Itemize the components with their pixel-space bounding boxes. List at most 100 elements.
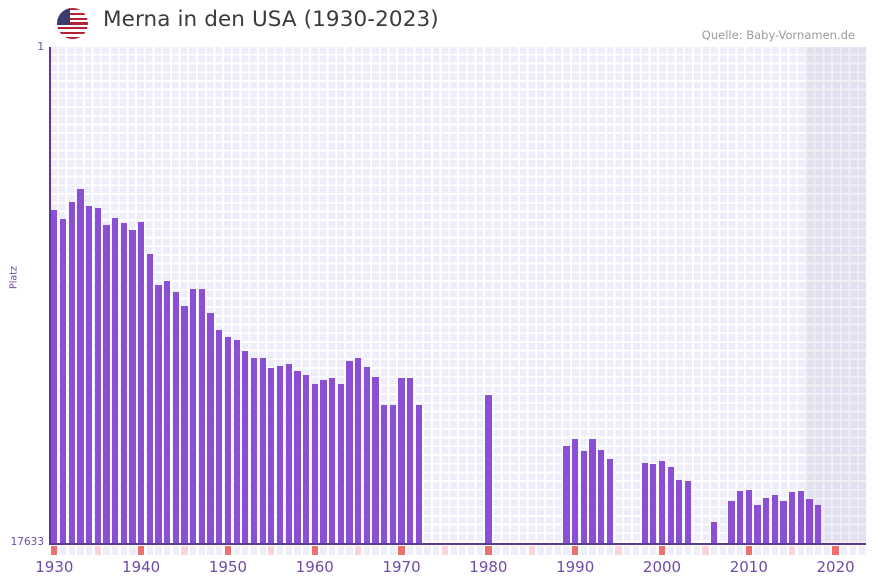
bar-1999 xyxy=(650,464,657,544)
x-axis-label-1970: 1970 xyxy=(382,558,421,576)
x-tick-1990 xyxy=(572,546,579,555)
x-axis-line xyxy=(49,543,866,545)
x-tick-1983 xyxy=(511,546,518,555)
x-tick-2004 xyxy=(693,546,700,555)
x-tick-1946 xyxy=(190,546,197,555)
x-tick-1947 xyxy=(198,546,206,555)
x-tick-1971 xyxy=(407,546,414,555)
x-tick-2007 xyxy=(719,546,726,555)
bar-1965 xyxy=(355,358,362,544)
bar-1966 xyxy=(363,366,370,544)
bar-1967 xyxy=(372,376,379,544)
x-tick-1934 xyxy=(85,546,93,555)
x-axis-label-2010: 2010 xyxy=(729,558,768,576)
bar-1935 xyxy=(94,207,101,544)
x-tick-2020 xyxy=(832,546,839,555)
bar-2012 xyxy=(763,497,770,544)
bar-2000 xyxy=(658,461,666,544)
bar-2014 xyxy=(780,500,787,544)
x-tick-2018 xyxy=(815,546,822,555)
bar-1949 xyxy=(216,330,223,544)
bar-1931 xyxy=(59,218,67,544)
bar-1937 xyxy=(111,217,119,544)
y-axis-title: Platz xyxy=(8,266,20,289)
bar-1954 xyxy=(259,358,266,544)
bar-2002 xyxy=(676,479,683,544)
bar-series xyxy=(50,47,866,544)
x-tick-2015 xyxy=(789,546,796,555)
x-tick-2005 xyxy=(702,546,709,555)
bar-1969 xyxy=(389,404,397,544)
bar-1964 xyxy=(346,361,353,544)
bar-1941 xyxy=(146,254,153,544)
x-tick-2017 xyxy=(806,546,813,555)
bar-2009 xyxy=(737,490,744,544)
x-tick-1995 xyxy=(615,546,622,555)
bar-1953 xyxy=(250,358,258,544)
x-tick-2000 xyxy=(658,546,666,555)
shaded-future-band xyxy=(805,47,866,544)
bar-2008 xyxy=(728,500,735,544)
x-tick-1955 xyxy=(268,546,275,555)
x-tick-2010 xyxy=(745,546,752,555)
bar-1992 xyxy=(589,438,596,544)
bar-1963 xyxy=(337,383,344,544)
y-axis-bottom-tick-label: 17633 xyxy=(10,536,44,548)
bar-1946 xyxy=(190,289,197,544)
bar-1957 xyxy=(285,364,292,544)
bar-1959 xyxy=(302,375,310,544)
x-tick-1935 xyxy=(94,546,101,555)
bar-1940 xyxy=(138,221,145,544)
x-tick-1963 xyxy=(337,546,344,555)
x-tick-1932 xyxy=(68,546,75,555)
bar-1961 xyxy=(320,379,327,544)
bar-1945 xyxy=(181,306,188,544)
bar-2003 xyxy=(684,481,692,544)
x-tick-1978 xyxy=(467,546,475,555)
x-tick-1996 xyxy=(624,546,631,555)
x-tick-1975 xyxy=(441,546,449,555)
x-tick-1987 xyxy=(546,546,553,555)
x-tick-2016 xyxy=(797,546,805,555)
x-axis-tick-labels: 1930 1940 1950 1960 1970 1980 1990 2000 2010 2020 xyxy=(0,558,873,583)
x-tick-1985 xyxy=(528,546,535,555)
x-tick-1981 xyxy=(493,546,501,555)
x-tick-1956 xyxy=(276,546,284,555)
x-tick-1993 xyxy=(598,546,605,555)
x-tick-2011 xyxy=(754,546,761,555)
x-tick-2001 xyxy=(667,546,674,555)
bar-1991 xyxy=(580,451,587,544)
x-tick-1974 xyxy=(433,546,440,555)
bar-1934 xyxy=(85,206,93,544)
bar-1938 xyxy=(120,223,127,544)
bar-1971 xyxy=(407,378,414,544)
x-tick-1994 xyxy=(606,546,614,555)
x-tick-1936 xyxy=(103,546,110,555)
bar-1947 xyxy=(198,289,206,544)
x-tick-1952 xyxy=(242,546,249,555)
x-tick-1997 xyxy=(632,546,640,555)
x-tick-1980 xyxy=(485,546,492,555)
x-tick-2022 xyxy=(849,546,857,555)
x-tick-1989 xyxy=(563,546,570,555)
x-tick-1941 xyxy=(146,546,153,555)
x-tick-1938 xyxy=(120,546,127,555)
page-title: Merna in den USA (1930-2023) xyxy=(103,7,439,32)
x-tick-1945 xyxy=(181,546,188,555)
x-tick-1939 xyxy=(129,546,136,555)
bar-1944 xyxy=(172,292,179,544)
x-axis-label-1940: 1940 xyxy=(122,558,161,576)
bar-1989 xyxy=(563,445,570,544)
x-tick-1999 xyxy=(650,546,657,555)
bar-1950 xyxy=(224,337,232,544)
x-tick-1984 xyxy=(519,546,527,555)
bar-1951 xyxy=(233,340,240,544)
chart-header: Merna in den USA (1930-2023) Quelle: Bab… xyxy=(0,0,873,47)
x-axis-label-1980: 1980 xyxy=(469,558,508,576)
x-tick-2014 xyxy=(780,546,787,555)
x-axis-tick-marks xyxy=(50,546,866,556)
bar-2017 xyxy=(806,499,813,544)
bar-2011 xyxy=(754,505,761,544)
y-axis-top-tick-label: 1 xyxy=(37,41,44,53)
bar-1958 xyxy=(294,371,301,544)
